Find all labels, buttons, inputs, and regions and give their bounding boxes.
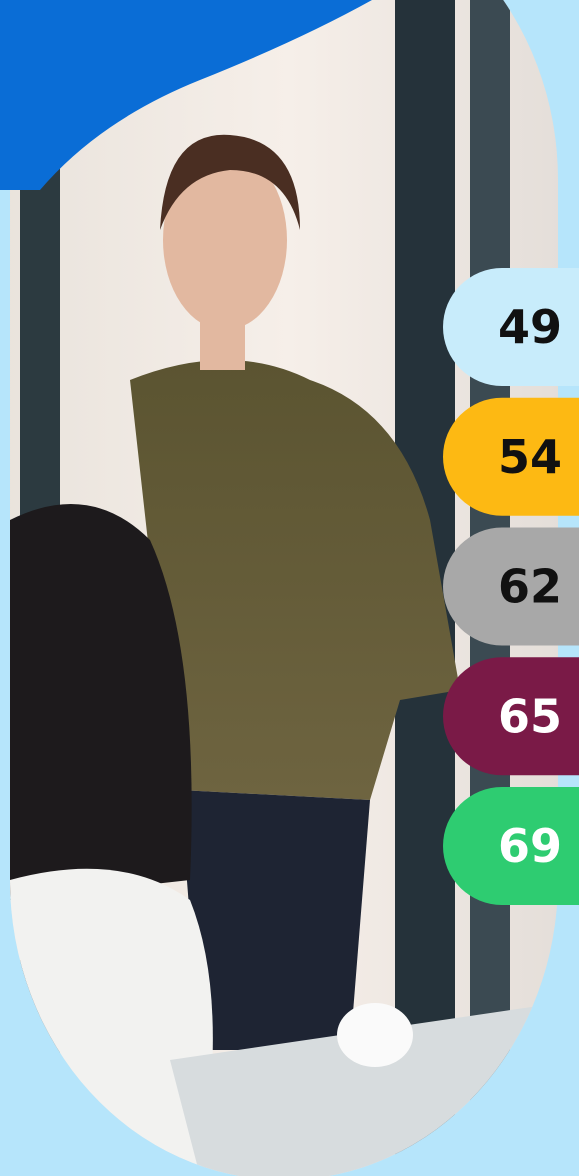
badge-value: 69 [498,819,562,873]
person-trousers [180,790,370,1050]
badge [443,787,579,905]
badge-list: 49 54 62 65 69 [443,268,579,905]
foreground-hair [10,504,192,900]
person-shirt [130,360,460,800]
person-neck [200,320,245,370]
badge [443,268,579,386]
badge [443,657,579,776]
corner-shape [0,0,372,190]
badge-value: 54 [498,430,562,484]
badge-value: 62 [498,560,562,614]
badge [443,397,579,516]
person-face [163,150,287,330]
person-hair [160,134,300,230]
badge-value: 65 [498,689,562,743]
badge [443,527,579,646]
badge-value: 49 [498,300,562,354]
cup [337,1003,413,1067]
